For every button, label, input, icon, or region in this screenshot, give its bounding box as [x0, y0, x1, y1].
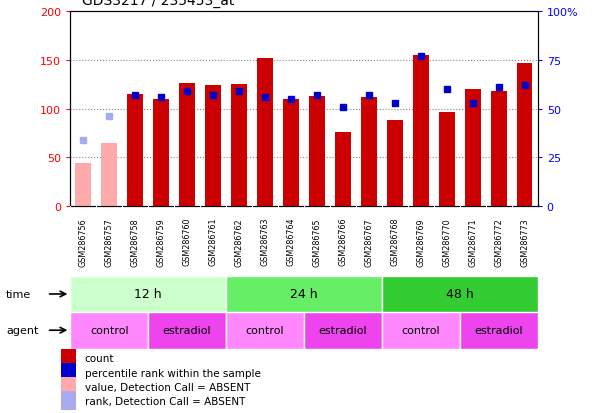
Bar [335, 133, 351, 206]
Text: 48 h: 48 h [446, 288, 474, 301]
Text: estradiol: estradiol [318, 325, 367, 335]
Bar [180, 84, 195, 206]
Text: GSM286756: GSM286756 [79, 217, 88, 266]
Bar [413, 56, 428, 206]
Bar [382, 277, 538, 312]
Bar [76, 164, 91, 206]
Bar [70, 312, 148, 349]
Text: GSM286757: GSM286757 [104, 217, 114, 266]
Text: agent: agent [6, 325, 38, 335]
Text: GSM286770: GSM286770 [442, 217, 452, 266]
Text: count: count [85, 354, 114, 363]
Text: GSM286762: GSM286762 [235, 217, 244, 266]
Bar [127, 95, 143, 206]
Bar [304, 312, 382, 349]
Bar [60, 349, 76, 368]
Bar [283, 100, 299, 206]
Text: percentile rank within the sample: percentile rank within the sample [85, 368, 261, 377]
Bar [101, 143, 117, 206]
Text: estradiol: estradiol [163, 325, 211, 335]
Text: time: time [6, 289, 31, 299]
Text: GSM286764: GSM286764 [287, 217, 296, 266]
Bar [60, 391, 76, 411]
Text: control: control [246, 325, 284, 335]
Bar [153, 100, 169, 206]
Bar [309, 97, 324, 206]
Bar [231, 85, 247, 206]
Text: GSM286759: GSM286759 [156, 217, 166, 266]
Bar [148, 312, 226, 349]
Text: 24 h: 24 h [290, 288, 318, 301]
Bar [387, 121, 403, 206]
Text: GSM286769: GSM286769 [416, 217, 425, 266]
Bar [205, 86, 221, 206]
Text: estradiol: estradiol [474, 325, 523, 335]
Bar [382, 312, 459, 349]
Bar [361, 98, 376, 206]
Text: GSM286765: GSM286765 [312, 217, 321, 266]
Bar [70, 277, 226, 312]
Bar [459, 312, 538, 349]
Bar [60, 363, 76, 382]
Text: GSM286768: GSM286768 [390, 217, 400, 266]
Text: rank, Detection Call = ABSENT: rank, Detection Call = ABSENT [85, 396, 245, 406]
Bar [439, 112, 455, 206]
Text: control: control [401, 325, 440, 335]
Bar [491, 92, 507, 206]
Text: control: control [90, 325, 128, 335]
Text: GSM286761: GSM286761 [208, 217, 218, 266]
Text: GSM286760: GSM286760 [183, 217, 192, 266]
Text: GSM286773: GSM286773 [520, 217, 529, 266]
Text: GSM286772: GSM286772 [494, 217, 503, 266]
Text: GSM286771: GSM286771 [468, 217, 477, 266]
Text: GSM286758: GSM286758 [131, 217, 140, 266]
Text: GSM286763: GSM286763 [260, 217, 269, 266]
Bar [517, 64, 533, 206]
Text: GSM286766: GSM286766 [338, 217, 348, 266]
Bar [465, 90, 480, 206]
Bar [226, 277, 382, 312]
Bar [226, 312, 304, 349]
Text: value, Detection Call = ABSENT: value, Detection Call = ABSENT [85, 382, 250, 392]
Text: GDS3217 / 235453_at: GDS3217 / 235453_at [82, 0, 235, 8]
Bar [257, 59, 273, 206]
Text: 12 h: 12 h [134, 288, 162, 301]
Text: GSM286767: GSM286767 [364, 217, 373, 266]
Bar [60, 377, 76, 396]
